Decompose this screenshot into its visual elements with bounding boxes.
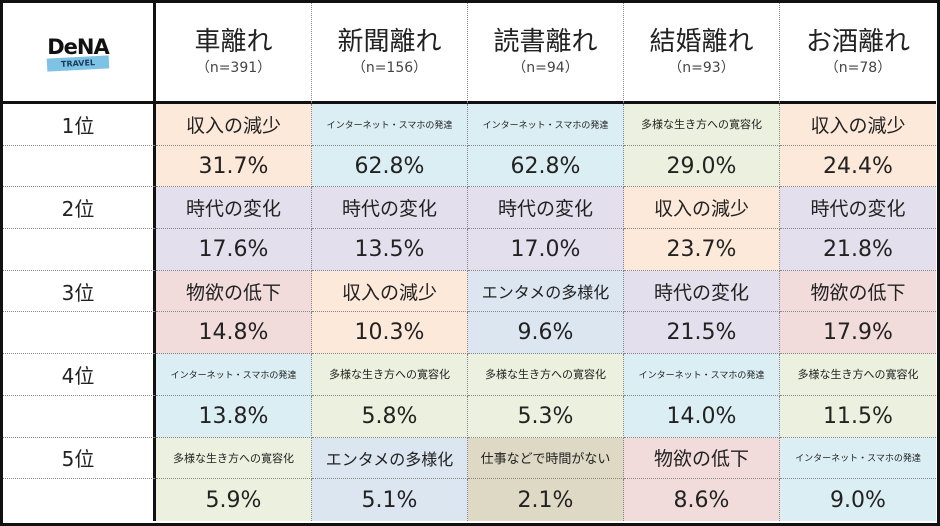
percentage-cell: 17.6% [156,229,312,271]
percentage-cell: 24.4% [780,145,936,188]
percentage-cell: 5.8% [312,395,468,438]
percentage-cell: 17.9% [780,312,936,355]
reason-cell: 物欲の低下 [156,270,312,313]
column-header: 新聞離れ （n=156） [312,3,468,104]
rank-spacer [3,229,156,271]
column-title: 新聞離れ [337,27,442,57]
reason-cell: 物欲の低下 [780,270,936,313]
percentage-cell: 23.7% [624,229,780,271]
reason-cell: 時代の変化 [312,187,468,230]
reason-cell: 収入の減少 [312,270,468,313]
column-header: お酒離れ （n=78） [780,3,936,104]
column-sample-size: （n=78） [824,60,892,76]
column-sample-size: （n=391） [195,60,272,76]
column-title: 結婚離れ [649,27,754,57]
rank-spacer [3,479,156,521]
percentage-cell: 9.6% [468,312,624,355]
column-header: 結婚離れ （n=93） [624,3,780,104]
reason-cell: 多様な生き方への寛容化 [468,354,624,396]
percentage-cell: 2.1% [468,479,624,521]
reason-cell: 多様な生き方への寛容化 [624,104,780,146]
reason-cell: インターネット・スマホの発達 [312,104,468,146]
reason-cell: インターネット・スマホの発達 [780,437,936,480]
logo-wordmark: DeNA [47,34,110,59]
percentage-cell: 62.8% [468,145,624,188]
percentage-cell: 13.8% [156,395,312,438]
percentage-cell: 10.3% [312,312,468,355]
reason-cell: 多様な生き方への寛容化 [780,354,936,396]
rank-spacer [3,395,156,438]
percentage-cell: 31.7% [156,145,312,188]
reason-cell: エンタメの多様化 [312,437,468,480]
logo-sub: TRAVEL [46,54,110,72]
reason-cell: 収入の減少 [156,104,312,146]
rank-spacer [3,145,156,188]
percentage-cell: 21.8% [780,229,936,271]
percentage-cell: 62.8% [312,145,468,188]
rank-label: 4位 [3,354,156,396]
column-title: 車離れ [194,27,273,57]
percentage-cell: 5.3% [468,395,624,438]
rank-spacer [3,312,156,355]
reason-cell: 時代の変化 [156,187,312,230]
percentage-cell: 29.0% [624,145,780,188]
reason-cell: 多様な生き方への寛容化 [312,354,468,396]
reason-cell: インターネット・スマホの発達 [156,354,312,396]
column-sample-size: （n=156） [351,60,428,76]
percentage-cell: 13.5% [312,229,468,271]
reason-cell: 時代の変化 [624,270,780,313]
rank-label: 3位 [3,270,156,313]
rank-label: 5位 [3,437,156,480]
percentage-cell: 5.1% [312,479,468,521]
reason-cell: インターネット・スマホの発達 [468,104,624,146]
column-header: 車離れ （n=391） [156,3,312,104]
reason-cell: エンタメの多様化 [468,270,624,313]
column-sample-size: （n=94） [512,60,579,76]
reason-cell: 時代の変化 [780,187,936,230]
percentage-cell: 14.0% [624,395,780,438]
percentage-cell: 14.8% [156,312,312,355]
percentage-cell: 9.0% [780,479,936,521]
rank-label: 2位 [3,187,156,230]
dena-travel-logo: DeNA TRAVEL [46,34,110,72]
reason-cell: 仕事などで時間がない [468,437,624,480]
percentage-cell: 11.5% [780,395,936,438]
column-sample-size: （n=93） [668,60,735,76]
percentage-cell: 21.5% [624,312,780,355]
percentage-cell: 8.6% [624,479,780,521]
rank-label: 1位 [3,104,156,146]
reason-cell: インターネット・スマホの発達 [624,354,780,396]
logo-cell: DeNA TRAVEL [3,3,156,104]
percentage-cell: 17.0% [468,229,624,271]
reason-cell: 収入の減少 [780,104,936,146]
reason-cell: 時代の変化 [468,187,624,230]
reason-cell: 物欲の低下 [624,437,780,480]
column-title: 読書離れ [493,27,598,57]
column-title: お酒離れ [805,27,910,57]
column-header: 読書離れ （n=94） [468,3,624,104]
percentage-cell: 5.9% [156,479,312,521]
reason-cell: 収入の減少 [624,187,780,230]
reason-cell: 多様な生き方への寛容化 [156,437,312,480]
